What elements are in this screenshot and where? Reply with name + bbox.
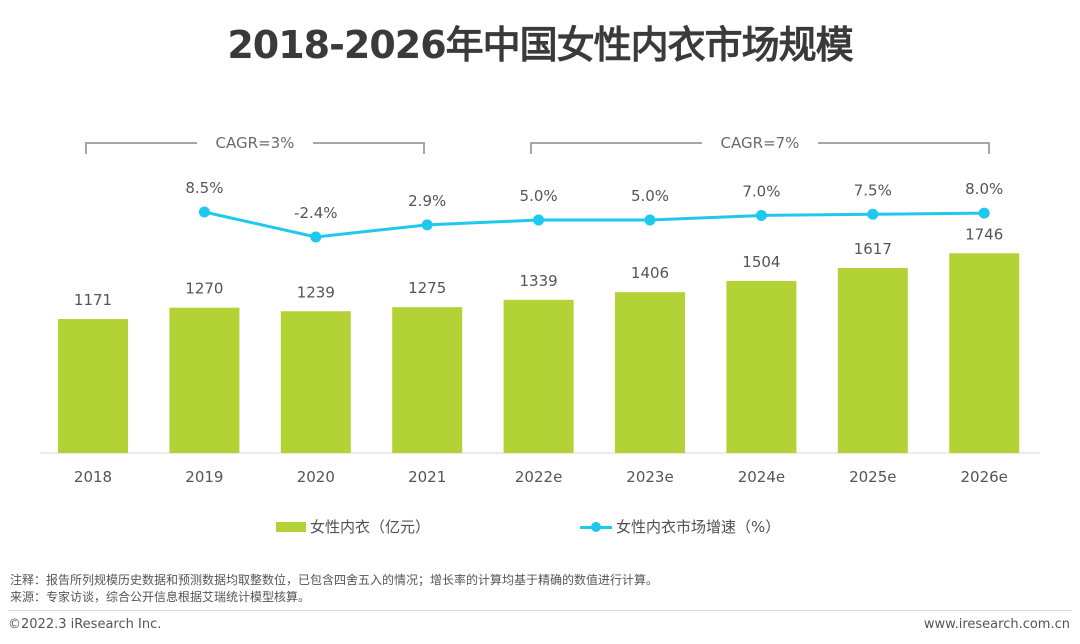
- x-tick-label: 2024e: [738, 468, 785, 486]
- bar-value-label: 1406: [631, 264, 669, 282]
- cagr-bracket-right-0: [313, 142, 425, 154]
- x-tick-label: 2021: [408, 468, 446, 486]
- bar-2024e: [726, 280, 797, 453]
- legend-line-label: 女性内衣市场增速（%）: [616, 518, 781, 536]
- growth-point-2020: [310, 231, 322, 243]
- growth-value-label: 7.0%: [742, 182, 780, 200]
- cagr-bracket-left-0: [85, 142, 197, 154]
- x-tick-label: 2025e: [849, 468, 896, 486]
- growth-point-2024e: [755, 209, 767, 221]
- chart-area: 1171 1270 1239 1275 1339 1406 1504 1617 1746 201…: [40, 134, 1040, 486]
- growth-point-2019: [198, 206, 210, 218]
- source-text: 来源：专家访谈，综合公开信息根据艾瑞统计模型核算。: [10, 590, 311, 604]
- bar-value-label: 1617: [854, 240, 892, 258]
- growth-point-2021: [421, 219, 433, 231]
- growth-value-label: 7.5%: [854, 181, 892, 199]
- note-text: 注释：报告所列规模历史数据和预测数据均取整数位，已包含四舍五入的情况；增长率的计…: [10, 573, 659, 587]
- x-tick-label: 2026e: [960, 468, 1007, 486]
- growth-value-label: -2.4%: [294, 204, 338, 222]
- legend-bar-label: 女性内衣（亿元）: [310, 518, 431, 536]
- growth-value-label: 8.5%: [185, 179, 223, 197]
- bar-value-label: 1171: [74, 291, 112, 309]
- bar-value-label: 1339: [520, 272, 558, 290]
- footer-divider: [8, 610, 1072, 611]
- growth-point-2025e: [867, 208, 879, 220]
- cagr-label: CAGR=7%: [721, 134, 800, 152]
- notes: 注释：报告所列规模历史数据和预测数据均取整数位，已包含四舍五入的情况；增长率的计…: [10, 572, 658, 606]
- copyright: ©2022.3 iResearch Inc.: [8, 617, 162, 632]
- x-tick-label: 2018: [74, 468, 112, 486]
- x-tick-label: 2022e: [515, 468, 562, 486]
- growth-point-2023e: [644, 214, 656, 226]
- bar-2020: [280, 311, 351, 453]
- cagr-label: CAGR=3%: [216, 134, 295, 152]
- x-tick-label: 2023e: [626, 468, 673, 486]
- legend-item-line: 女性内衣市场增速（%）: [580, 516, 780, 537]
- bar-2025e: [837, 268, 908, 453]
- bar-value-label: 1270: [185, 280, 223, 298]
- growth-value-label: 2.9%: [408, 192, 446, 210]
- growth-value-label: 5.0%: [631, 187, 669, 205]
- x-tick-label: 2019: [185, 468, 223, 486]
- bar-value-label: 1239: [297, 283, 335, 301]
- bar-value-label: 1504: [742, 253, 780, 271]
- legend-item-bar: 女性内衣（亿元）: [276, 516, 430, 537]
- bar-2018: [58, 319, 128, 453]
- growth-value-label: 5.0%: [520, 187, 558, 205]
- bar-value-label: 1275: [408, 279, 446, 297]
- cagr-bracket-right-1: [818, 142, 990, 154]
- bar-value-label: 1746: [965, 225, 1003, 243]
- growth-line: [204, 210, 985, 239]
- legend-bar-swatch: [276, 521, 306, 532]
- website: www.iresearch.com.cn: [923, 617, 1070, 632]
- bar-2021: [392, 307, 463, 453]
- bar-2023e: [615, 292, 685, 453]
- growth-point-2026e: [978, 207, 990, 219]
- bar-2026e: [949, 253, 1020, 453]
- cagr-bracket-left-1: [530, 142, 702, 154]
- growth-point-2022e: [533, 214, 545, 226]
- bar-2019: [169, 307, 240, 453]
- bar-2022e: [503, 299, 574, 453]
- legend-line-swatch: [580, 521, 612, 532]
- growth-value-label: 8.0%: [965, 180, 1003, 198]
- x-tick-label: 2020: [297, 468, 335, 486]
- chart-title: 2018-2026年中国女性内衣市场规模: [227, 23, 853, 67]
